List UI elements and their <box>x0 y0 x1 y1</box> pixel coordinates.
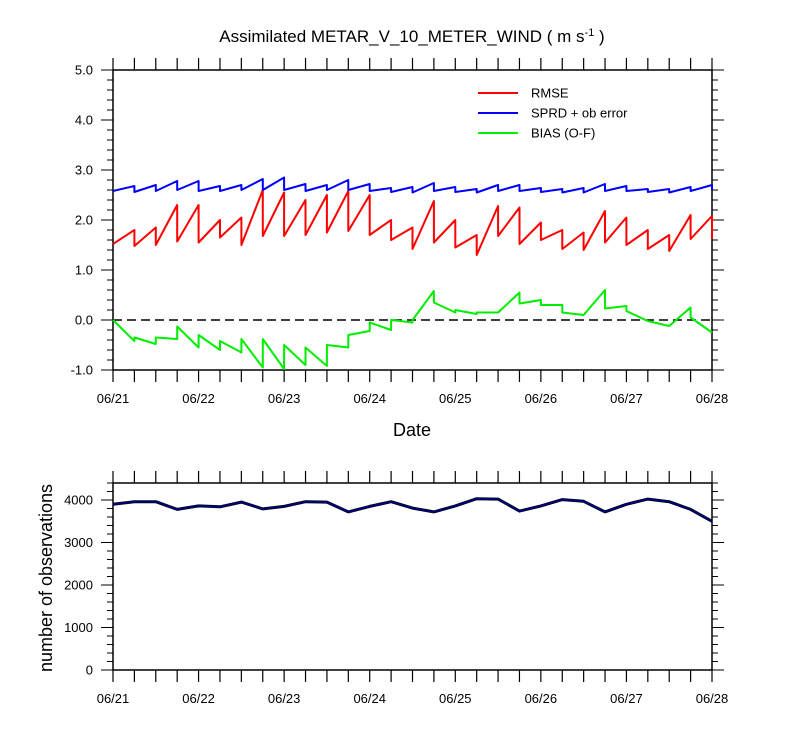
top-y-tick-label: 4.0 <box>75 113 93 128</box>
top-x-tick-label: 06/27 <box>610 391 643 406</box>
chart-title: Assimilated METAR_V_10_METER_WIND ( m s-… <box>219 27 604 46</box>
bottom-y-tick-label: 2000 <box>64 578 93 593</box>
top-series-bias-o-f-line <box>112 289 713 370</box>
bottom-x-tick-label: 06/25 <box>439 691 472 706</box>
bottom-y-tick-label: 0 <box>86 663 93 678</box>
top-x-tick-label: 06/23 <box>268 391 301 406</box>
top-panel: Assimilated METAR_V_10_METER_WIND ( m s-… <box>71 27 729 440</box>
top-y-tick-label: 2.0 <box>75 213 93 228</box>
bottom-x-tick-label: 06/22 <box>182 691 215 706</box>
top-y-tick-label: 1.0 <box>75 263 93 278</box>
bottom-panel: number of observations 06/21 06/22 06/23 06… <box>36 471 728 706</box>
chart-title-main: Assimilated METAR_V_10_METER_WIND ( m s <box>219 27 584 46</box>
bottom-x-tick-label: 06/23 <box>268 691 301 706</box>
top-x-tick-label: 06/25 <box>439 391 472 406</box>
top-y-tick-label: 3.0 <box>75 163 93 178</box>
top-series-rmse-line <box>112 189 713 256</box>
bottom-axes: 06/21 06/22 06/23 06/24 06/25 06/26 06/27 06/28… <box>64 471 728 706</box>
bottom-x-tick-label: 06/27 <box>610 691 643 706</box>
top-x-tick-label: 06/26 <box>525 391 558 406</box>
bottom-series <box>112 497 713 523</box>
bottom-y-tick-label: 4000 <box>64 493 93 508</box>
legend-rmse-label: RMSE <box>531 86 569 101</box>
chart-title-tail: ) <box>594 27 604 46</box>
observations-line-shadow <box>112 497 713 523</box>
bottom-y-tick-label: 3000 <box>64 535 93 550</box>
top-series-sprd-ob-error-line <box>112 176 713 194</box>
chart-title-superscript: -1 <box>585 27 595 39</box>
top-x-tick-label: 06/21 <box>97 391 130 406</box>
bottom-y-tick-label: 1000 <box>64 620 93 635</box>
bottom-plot-frame <box>112 482 713 671</box>
bottom-x-tick-label: 06/28 <box>696 691 729 706</box>
observations-count-line <box>112 497 713 523</box>
x-axis-title: Date <box>393 420 431 440</box>
top-x-tick-label: 06/22 <box>182 391 215 406</box>
top-series <box>112 176 713 370</box>
legend-sprd-ob-error-label: SPRD + ob error <box>531 106 628 121</box>
top-x-tick-label: 06/28 <box>696 391 729 406</box>
bottom-x-tick-label: 06/26 <box>525 691 558 706</box>
top-y-tick-label: -1.0 <box>71 363 93 378</box>
top-axes: 06/21 06/22 06/23 06/24 06/25 06/26 06/27 06/28… <box>71 58 729 406</box>
top-y-tick-label: 0.0 <box>75 313 93 328</box>
bottom-x-tick-label: 06/24 <box>353 691 386 706</box>
y-axis-title-observations: number of observations <box>36 484 56 672</box>
top-x-tick-label: 06/24 <box>353 391 386 406</box>
top-y-tick-label: 5.0 <box>75 63 93 78</box>
legend-bias-o-f-label: BIAS (O-F) <box>531 126 595 141</box>
bottom-x-tick-label: 06/21 <box>97 691 130 706</box>
legend: RMSE SPRD + ob error BIAS (O-F) <box>478 86 628 141</box>
